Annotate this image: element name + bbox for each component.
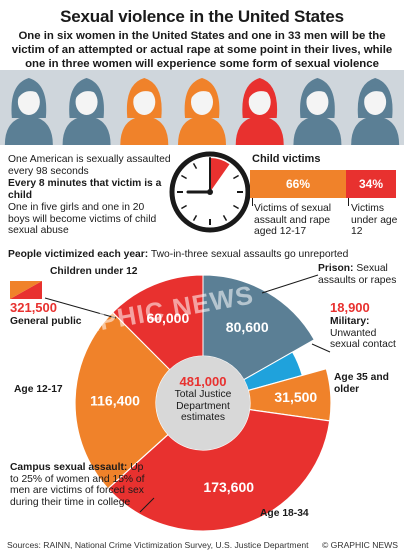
campus-leader-line bbox=[139, 497, 155, 513]
general-public-value: 321,500 bbox=[10, 300, 57, 315]
label-prison-value: 80,600 bbox=[226, 319, 269, 335]
woman-figure-icon bbox=[4, 78, 53, 145]
prison-leader-line bbox=[261, 274, 319, 294]
people-figures bbox=[4, 78, 400, 145]
military-leader-line bbox=[311, 343, 331, 353]
age-12-17-label: Age 12-17 bbox=[14, 384, 63, 395]
sources-note: Sources: RAINN, National Crime Victimiza… bbox=[7, 540, 309, 550]
age-35-label: Age 35 and older bbox=[334, 372, 389, 395]
label-age-35-value: 31,500 bbox=[274, 389, 317, 405]
child-abuse-note: One in five girls and one in 20 boys wil… bbox=[8, 202, 157, 237]
people-icon-row bbox=[0, 70, 404, 145]
slice-children-under-12 bbox=[111, 274, 204, 371]
page-title: Sexual violence in the United States bbox=[60, 7, 344, 26]
page-subtitle: One in six women in the United States an… bbox=[11, 30, 393, 70]
label-children-value: 60,000 bbox=[146, 310, 189, 326]
military-value: 18,900 bbox=[330, 300, 370, 315]
woman-figure-icon bbox=[235, 78, 284, 145]
child-victims-12-17-bar: 66% bbox=[250, 170, 346, 198]
legend-swatch bbox=[10, 281, 42, 304]
child-frequency-note: Every 8 minutes that victim is a child bbox=[8, 178, 162, 201]
clock-icon bbox=[169, 151, 251, 233]
donut-center-value: 481,000 bbox=[179, 374, 227, 389]
prison-label: Prison: Sexual assaults or rapes bbox=[318, 263, 397, 286]
woman-figure-icon bbox=[351, 78, 400, 145]
general-public-leader-line bbox=[44, 297, 117, 319]
slice-prison bbox=[202, 274, 315, 381]
donut-heading-bold: People victimized each year: bbox=[8, 249, 149, 260]
woman-figure-icon bbox=[178, 78, 226, 145]
child-victims-under-12-label: Victims under age 12 bbox=[351, 203, 398, 238]
label-age-12-17-value: 116,400 bbox=[90, 393, 140, 409]
assault-frequency-note: One American is sexually assaulted every… bbox=[8, 154, 171, 177]
donut-heading-rest: Two-in-three sexual assaults go unreport… bbox=[148, 249, 349, 260]
donut-center bbox=[156, 356, 250, 450]
donut-heading: People victimized each year: Two-in-thre… bbox=[8, 249, 400, 261]
military-label: Military: Unwanted sexual contact bbox=[330, 316, 396, 351]
child-victims-under-12-bar: 34% bbox=[346, 170, 396, 198]
woman-figure-icon bbox=[62, 78, 111, 145]
child-victims-title: Child victims bbox=[252, 153, 321, 165]
woman-figure-icon bbox=[293, 78, 342, 145]
general-public-label: General public bbox=[10, 316, 82, 327]
child-victims-12-17-label: Victims of sexual assault and rape aged … bbox=[254, 203, 332, 238]
donut-center-label: Total Justice Department estimates bbox=[174, 389, 232, 424]
campus-label: Campus sexual assault: Up to 25% of wome… bbox=[10, 462, 145, 508]
label-age-18-34-value: 173,600 bbox=[203, 479, 254, 495]
woman-figure-icon bbox=[120, 78, 169, 145]
credit-note: © GRAPHIC NEWS bbox=[321, 540, 398, 550]
legend-children-label: Children under 12 bbox=[50, 266, 138, 277]
age-18-34-label: Age 18-34 bbox=[260, 508, 309, 519]
